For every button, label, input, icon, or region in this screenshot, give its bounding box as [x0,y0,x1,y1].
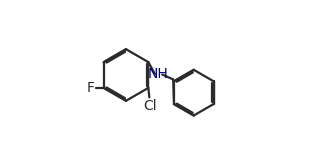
Text: Cl: Cl [143,99,157,113]
Text: F: F [87,81,95,95]
Text: NH: NH [148,67,169,81]
